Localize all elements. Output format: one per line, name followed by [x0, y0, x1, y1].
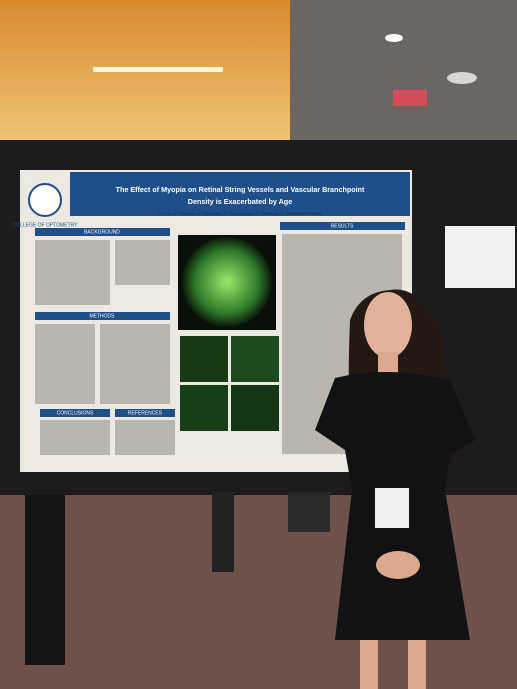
poster: COLLEGE OF OPTOMETRY The Effect of Myopi… — [13, 170, 412, 472]
person-legs — [288, 492, 330, 532]
section-bar — [115, 409, 175, 417]
section-bar — [40, 409, 110, 417]
section-header: BACKGROUND — [84, 229, 120, 235]
section-header: RESULTS — [331, 223, 354, 229]
section-bar — [280, 222, 405, 230]
poster-title: The Effect of Myopia on Retinal String V… — [116, 185, 365, 194]
section-header: REFERENCES — [128, 410, 163, 416]
section-bar — [35, 228, 170, 236]
paper-note — [445, 226, 515, 288]
board-leg — [25, 495, 65, 665]
section-bar — [35, 312, 170, 320]
section-header: METHODS — [90, 313, 116, 319]
title-banner — [70, 172, 410, 216]
exit-sign — [393, 90, 427, 106]
ceiling-light — [93, 67, 223, 72]
person-legs — [212, 492, 234, 572]
oct-images — [180, 336, 279, 431]
person — [315, 289, 475, 689]
poster-authors: C. Lin, A. Tuyedov, V. Basciano, R. Anan… — [158, 211, 322, 216]
wall — [290, 0, 517, 145]
ceiling-light — [385, 34, 403, 42]
college-name: COLLEGE OF OPTOMETRY — [13, 222, 78, 228]
poster-title: Density is Exacerbated by Age — [188, 197, 292, 206]
retina-scan — [182, 237, 272, 327]
section-header: CONCLUSIONS — [57, 410, 94, 416]
logo — [28, 183, 62, 217]
ceiling-light — [447, 72, 477, 84]
text-blocks — [35, 234, 402, 455]
